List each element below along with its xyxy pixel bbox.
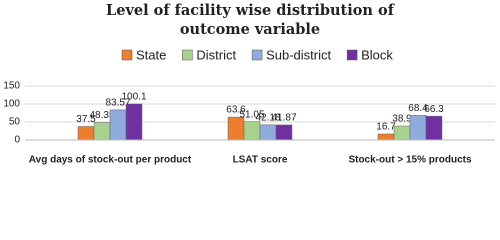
bar [377, 133, 395, 141]
value-label: 41.87 [271, 113, 296, 124]
value-label: 38.9 [392, 114, 412, 125]
legend-label: District [196, 47, 236, 62]
y-tick-label: 0 [14, 135, 20, 146]
bar [409, 115, 427, 141]
value-label: 51.05 [239, 109, 264, 120]
bar [243, 121, 261, 141]
bar [393, 125, 411, 141]
bar [93, 122, 111, 141]
y-tick-label: 50 [9, 117, 21, 128]
bar [109, 109, 127, 141]
value-label: 48.35 [89, 110, 114, 121]
legend-swatch [121, 49, 133, 61]
legend-label: Block [361, 47, 393, 62]
x-tick-label: Avg days of stock-out per product [29, 155, 192, 166]
value-label: 100.1 [121, 92, 146, 103]
value-label: 16.7 [376, 122, 396, 133]
bar [77, 126, 95, 141]
y-tick-label: 100 [3, 99, 20, 110]
bar [275, 124, 293, 141]
y-tick-label: 150 [3, 81, 20, 92]
x-tick-label: Stock-out > 15% products [348, 155, 472, 166]
chart-title: Level of facility wise distribution of o… [106, 2, 394, 38]
legend-swatch [182, 49, 193, 61]
value-label: 83.57 [105, 98, 130, 109]
legend-label: Sub-district [266, 47, 331, 62]
value-label: 66.3 [424, 104, 444, 115]
bar [227, 116, 245, 141]
legend-swatch [251, 49, 263, 61]
legend-label: State [136, 47, 166, 62]
chart: 0 50 100 150 State District Sub-district Block A… [3, 47, 495, 166]
legend-swatch [346, 49, 358, 61]
bar [125, 103, 143, 141]
chart-container: 0 50 100 150 State District Sub-district Block A… [3, 2, 495, 166]
bar [259, 124, 277, 141]
value-label: 42.18 [255, 112, 280, 123]
x-tick-label: LSAT score [233, 155, 288, 166]
bar [425, 115, 443, 141]
value-label: 63.6 [226, 105, 246, 116]
value-label: 68.4 [408, 103, 428, 114]
value-label: 37.5 [76, 114, 96, 125]
